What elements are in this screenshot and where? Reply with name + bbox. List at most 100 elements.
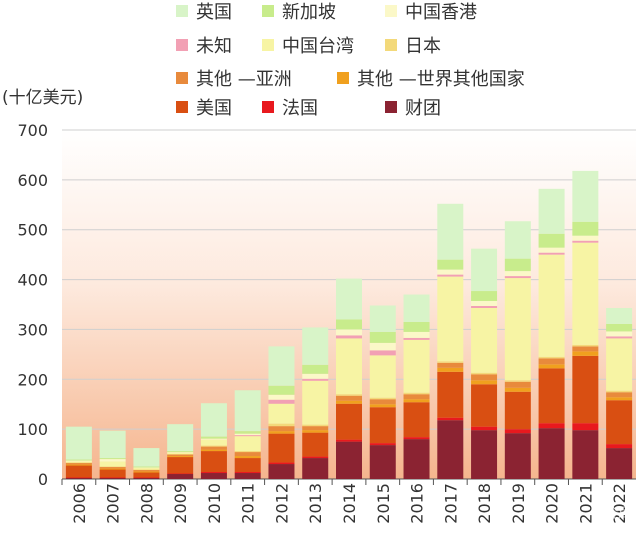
bar-segment: [201, 446, 227, 447]
y-axis-label: (十亿美元): [2, 88, 83, 108]
x-tick-label: 2012: [272, 483, 291, 524]
bar-segment: [336, 404, 362, 440]
bar-segment: [235, 436, 261, 451]
bar-segment: [370, 445, 396, 479]
bar-segment: [370, 443, 396, 445]
bar-segment: [302, 430, 328, 432]
bar-segment: [370, 404, 396, 407]
bar-segment: [133, 470, 159, 471]
legend-label: 美国: [196, 98, 232, 119]
bar-segment: [370, 407, 396, 443]
bar-segment: [100, 478, 126, 479]
legend-label: 英国: [196, 2, 232, 23]
bar-segment: [268, 400, 294, 404]
bar-segment: [539, 364, 565, 368]
legend-label: 新加坡: [282, 2, 336, 23]
x-tick-label: 2014: [340, 483, 359, 524]
bar-segment: [336, 319, 362, 329]
bar-segment: [606, 308, 632, 324]
bar-segment: [235, 434, 261, 435]
y-tick-label: 600: [17, 171, 48, 190]
bar-segment: [404, 393, 430, 394]
bar-segment: [606, 331, 632, 336]
bar-segment: [505, 259, 531, 271]
bar-segment: [606, 400, 632, 444]
bar-segment: [606, 324, 632, 331]
bar-segment: [133, 473, 159, 478]
bar-segment: [302, 433, 328, 457]
bar-segment: [505, 271, 531, 276]
x-tick-label: 2016: [408, 483, 427, 524]
bar-segment: [201, 440, 227, 446]
bar-segment: [370, 350, 396, 355]
bar-segment: [302, 379, 328, 381]
bar-segment: [471, 301, 497, 306]
bar-segment: [201, 403, 227, 436]
bar-segment: [505, 388, 531, 392]
bar-segment: [235, 456, 261, 458]
bar-segment: [268, 464, 294, 479]
bar-segment: [471, 291, 497, 301]
bar-segment: [201, 437, 227, 439]
bar-segment: [572, 423, 598, 430]
bar-segment: [133, 472, 159, 473]
bar-segment: [404, 340, 430, 393]
legend-swatch: [176, 5, 188, 17]
bar-segment: [404, 402, 430, 437]
legend-label: 中国香港: [405, 2, 477, 23]
bar-segment: [100, 459, 126, 461]
bar-segment: [505, 392, 531, 429]
bar-segment: [505, 433, 531, 479]
bar-segment: [437, 363, 463, 368]
bar-segment: [539, 248, 565, 253]
bar-segment: [66, 478, 92, 479]
bar-segment: [404, 322, 430, 332]
bar-segment: [505, 380, 531, 381]
bar-segment: [302, 381, 328, 425]
bar-segment: [572, 241, 598, 243]
bar-segment: [268, 434, 294, 463]
bar-segment: [370, 343, 396, 350]
bar-segment: [404, 338, 430, 340]
x-tick-label: 2019: [509, 483, 528, 524]
bar-segment: [404, 332, 430, 338]
bar-segment: [606, 336, 632, 338]
bar-segment: [370, 398, 396, 399]
bar-segment: [66, 460, 92, 461]
bar-segment: [336, 396, 362, 401]
x-tick-label: 2013: [306, 483, 325, 524]
bar-segment: [235, 458, 261, 472]
bar-segment: [572, 243, 598, 345]
bar-segment: [336, 335, 362, 338]
bar-segment: [302, 458, 328, 479]
bar-segment: [268, 386, 294, 395]
bar-segment: [302, 365, 328, 374]
x-tick-label: 2007: [104, 483, 123, 524]
legend-swatch: [176, 72, 188, 84]
bar-segment: [201, 439, 227, 440]
bar-segment: [471, 308, 497, 373]
y-tick-label: 200: [17, 370, 48, 389]
bar-segment: [235, 435, 261, 436]
bar-segment: [201, 450, 227, 451]
y-tick-label: 100: [17, 420, 48, 439]
legend-swatch: [337, 72, 349, 84]
bar-segment: [235, 390, 261, 431]
bar-segment: [404, 399, 430, 402]
legend-label: 法国: [282, 98, 318, 119]
bar-segment: [370, 332, 396, 343]
y-tick-label: 300: [17, 320, 48, 339]
bar-segment: [201, 447, 227, 450]
bar-segment: [404, 439, 430, 479]
x-tick-label: 2020: [543, 483, 562, 524]
bar-segment: [539, 357, 565, 358]
bar-segment: [100, 467, 126, 468]
bar-segment: [572, 356, 598, 423]
bar-segment: [437, 260, 463, 270]
bar-segment: [437, 275, 463, 277]
bar-segment: [606, 444, 632, 448]
bar-segment: [336, 329, 362, 335]
